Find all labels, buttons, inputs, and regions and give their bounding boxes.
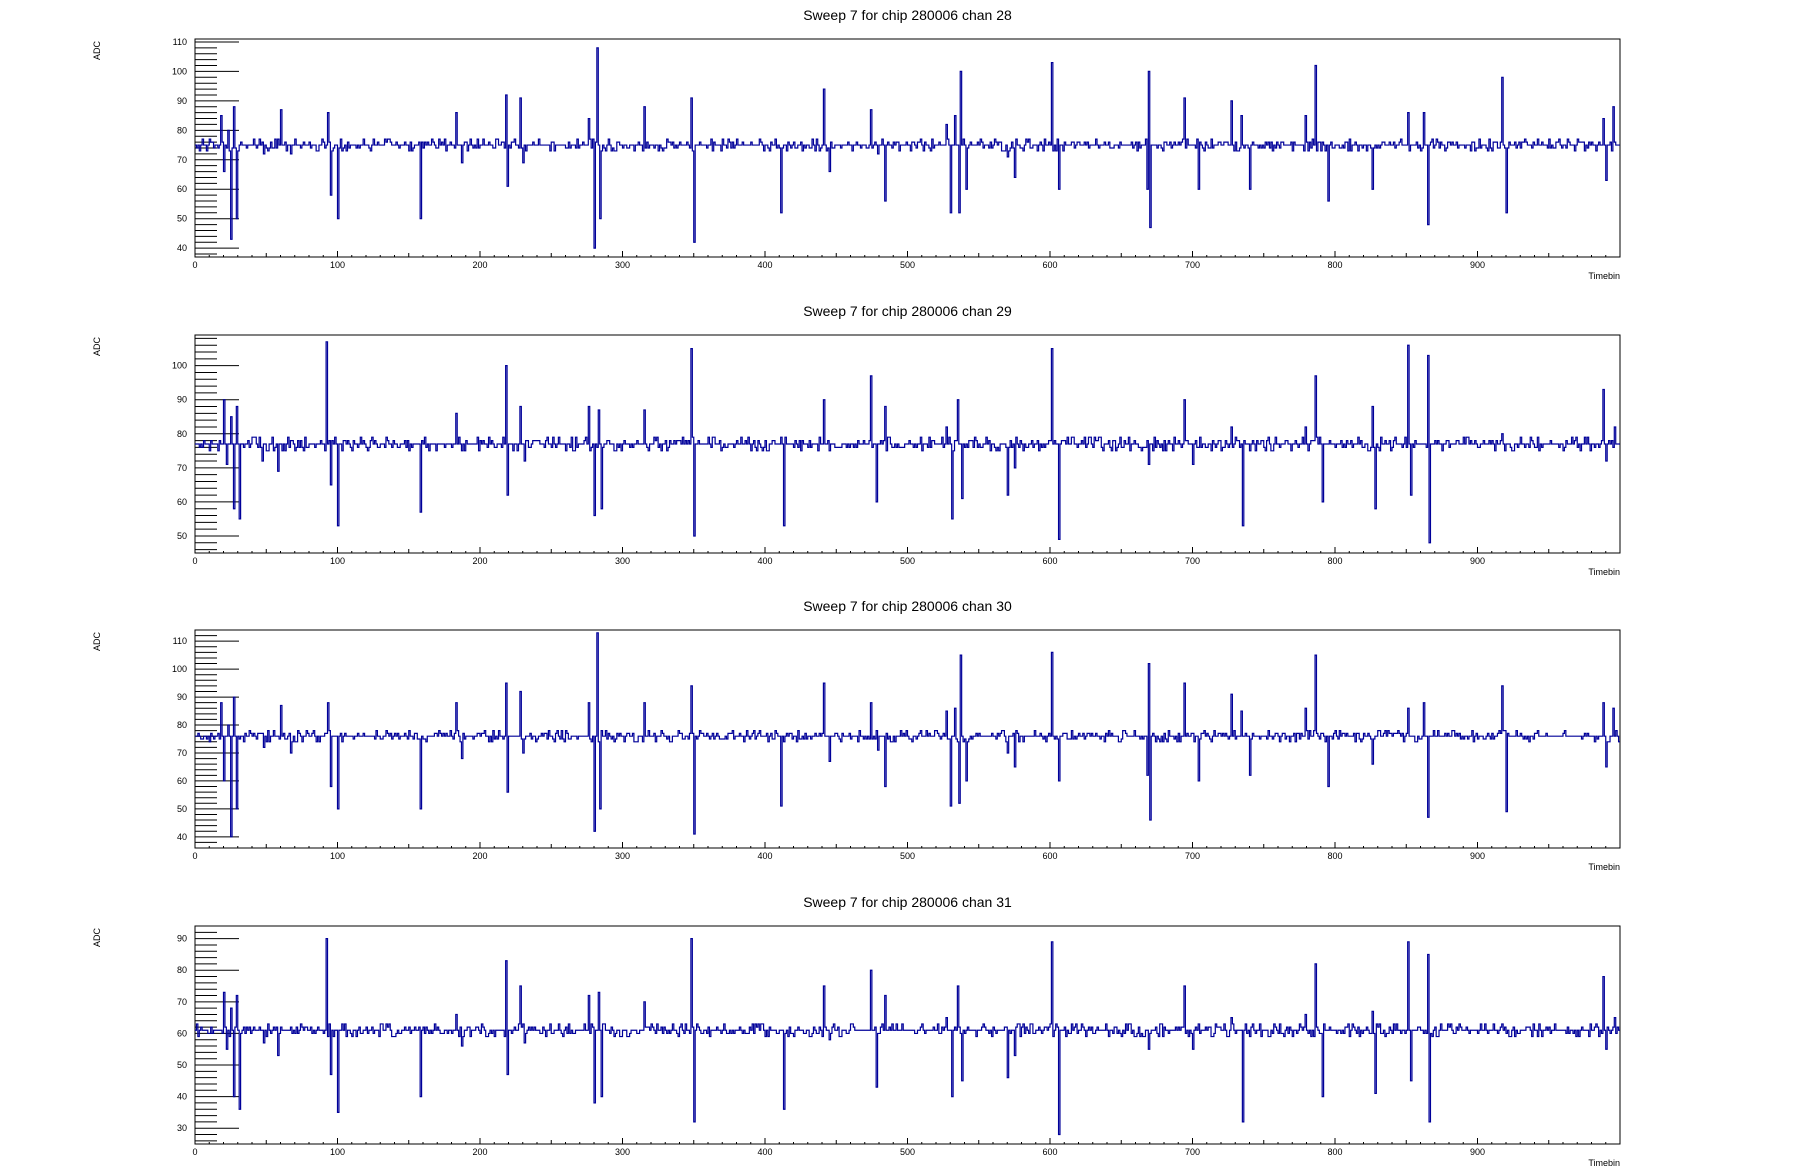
x-tick-label: 100: [330, 851, 345, 861]
x-tick-label: 600: [1042, 260, 1057, 270]
y-tick-label: 110: [173, 636, 187, 646]
x-tick-label: 300: [615, 851, 630, 861]
x-tick-label: 500: [900, 851, 915, 861]
y-tick-label: 90: [177, 395, 187, 405]
x-axis-label: Timebin: [1588, 862, 1620, 872]
y-tick-label: 100: [172, 361, 187, 371]
x-tick-label: 100: [330, 260, 345, 270]
x-tick-label: 600: [1042, 1147, 1057, 1157]
x-tick-label: 0: [192, 851, 197, 861]
y-tick-label: 70: [177, 997, 187, 1007]
x-tick-label: 900: [1470, 556, 1485, 566]
y-tick-label: 80: [177, 429, 187, 439]
x-tick-label: 400: [757, 556, 772, 566]
x-axis-label: Timebin: [1588, 271, 1620, 281]
x-tick-label: 600: [1042, 851, 1057, 861]
chart-panel-2: Sweep 7 for chip 280006 chan 29 ADC Timebi…: [92, 303, 1621, 577]
x-tick-label: 600: [1042, 556, 1057, 566]
x-tick-label: 300: [615, 260, 630, 270]
x-tick-label: 300: [615, 1147, 630, 1157]
y-tick-label: 50: [177, 1060, 187, 1070]
x-tick-label: 900: [1470, 260, 1485, 270]
x-tick-label: 200: [472, 851, 487, 861]
x-tick-label: 700: [1185, 556, 1200, 566]
chart-panel-3: Sweep 7 for chip 280006 chan 30 ADC Timebi…: [92, 598, 1621, 872]
x-tick-label: 500: [900, 556, 915, 566]
chart-title: Sweep 7 for chip 280006 chan 28: [803, 7, 1012, 23]
x-tick-label: 800: [1327, 1147, 1342, 1157]
x-tick-label: 200: [472, 556, 487, 566]
y-tick-label: 90: [177, 934, 187, 944]
x-tick-label: 100: [330, 556, 345, 566]
y-tick-label: 100: [172, 664, 187, 674]
chart-panel-1: Sweep 7 for chip 280006 chan 28 ADC Timebi…: [92, 7, 1621, 281]
x-tick-label: 200: [472, 260, 487, 270]
y-tick-label: 80: [177, 720, 187, 730]
adc-series-line: [195, 938, 1620, 1136]
plot-frame: [194, 925, 1621, 1145]
adc-series-line: [195, 47, 1620, 249]
chart-panel-4: Sweep 7 for chip 280006 chan 31 ADC Timebi…: [92, 894, 1621, 1168]
y-tick-label: 50: [177, 804, 187, 814]
x-tick-label: 100: [330, 1147, 345, 1157]
y-axis-label: ADC: [92, 41, 102, 61]
y-tick-label: 50: [177, 531, 187, 541]
x-tick-label: 500: [900, 1147, 915, 1157]
chart-title: Sweep 7 for chip 280006 chan 29: [803, 303, 1012, 319]
y-tick-label: 70: [177, 463, 187, 473]
y-tick-label: 30: [177, 1123, 187, 1133]
x-tick-label: 400: [757, 1147, 772, 1157]
x-tick-label: 0: [192, 260, 197, 270]
x-tick-label: 900: [1470, 851, 1485, 861]
y-axis-label: ADC: [92, 928, 102, 948]
y-tick-label: 70: [177, 748, 187, 758]
x-tick-label: 200: [472, 1147, 487, 1157]
y-tick-label: 60: [177, 497, 187, 507]
y-tick-label: 50: [177, 214, 187, 224]
y-tick-label: 40: [177, 832, 187, 842]
x-tick-label: 700: [1185, 260, 1200, 270]
y-axis-label: ADC: [92, 632, 102, 652]
x-axis-label: Timebin: [1588, 1158, 1620, 1168]
adc-series-line: [195, 632, 1620, 838]
x-tick-label: 400: [757, 260, 772, 270]
y-tick-label: 100: [172, 66, 187, 76]
y-tick-label: 60: [177, 1028, 187, 1038]
y-tick-label: 60: [177, 776, 187, 786]
y-tick-label: 40: [177, 243, 187, 253]
y-axis-label: ADC: [92, 337, 102, 357]
x-tick-label: 700: [1185, 1147, 1200, 1157]
x-tick-label: 800: [1327, 260, 1342, 270]
chart-title: Sweep 7 for chip 280006 chan 31: [803, 894, 1012, 910]
x-tick-label: 0: [192, 1147, 197, 1157]
x-tick-label: 400: [757, 851, 772, 861]
y-tick-label: 80: [177, 965, 187, 975]
y-tick-label: 60: [177, 184, 187, 194]
adc-series-line: [195, 341, 1620, 544]
y-tick-label: 80: [177, 125, 187, 135]
x-tick-label: 300: [615, 556, 630, 566]
x-axis-label: Timebin: [1588, 567, 1620, 577]
y-tick-label: 40: [177, 1092, 187, 1102]
y-tick-label: 90: [177, 96, 187, 106]
x-tick-label: 800: [1327, 556, 1342, 566]
y-tick-label: 70: [177, 155, 187, 165]
x-tick-label: 500: [900, 260, 915, 270]
chart-title: Sweep 7 for chip 280006 chan 30: [803, 598, 1012, 614]
x-tick-label: 700: [1185, 851, 1200, 861]
x-tick-label: 0: [192, 556, 197, 566]
x-tick-label: 800: [1327, 851, 1342, 861]
x-tick-label: 900: [1470, 1147, 1485, 1157]
y-tick-label: 110: [173, 37, 187, 47]
y-tick-label: 90: [177, 692, 187, 702]
